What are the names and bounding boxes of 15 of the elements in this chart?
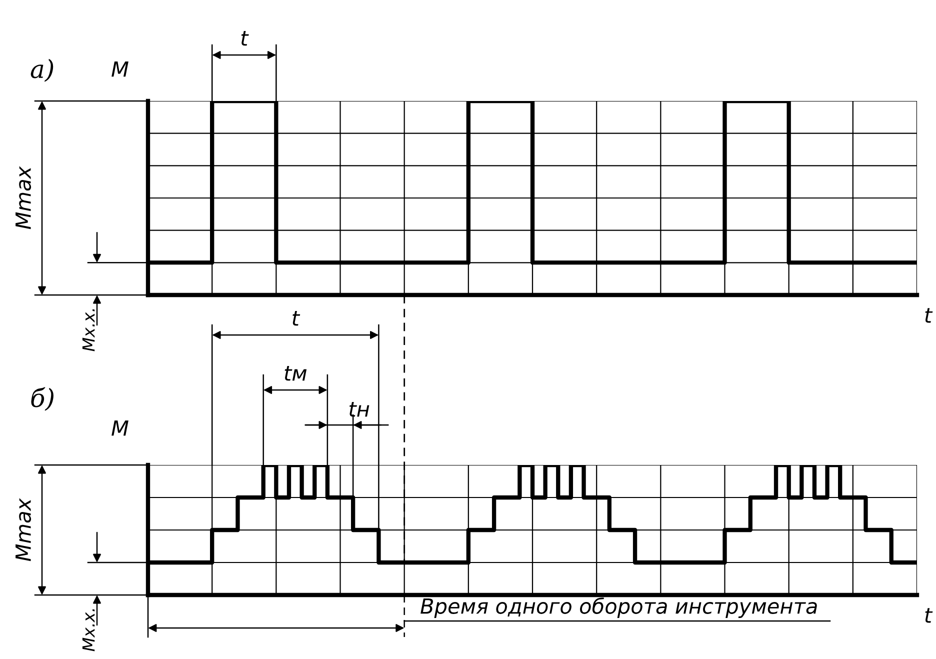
text: tм: [284, 366, 307, 381]
text: Mmax: [16, 166, 32, 230]
text: б): [31, 387, 54, 411]
text: t: [241, 31, 249, 46]
text: t: [292, 311, 300, 326]
text: Mmax: [16, 498, 32, 562]
text: Mx.x.: [82, 609, 95, 652]
y-axis-title: M: [112, 61, 128, 77]
x-axis-title: t: [925, 308, 933, 323]
y-axis-title: M: [112, 420, 128, 436]
text: а): [30, 58, 54, 82]
text: Время одного оборота инструмента: [420, 597, 817, 618]
x-axis-title: t: [925, 608, 933, 623]
text: Mx.x.: [82, 309, 95, 352]
text: tн: [350, 402, 370, 417]
